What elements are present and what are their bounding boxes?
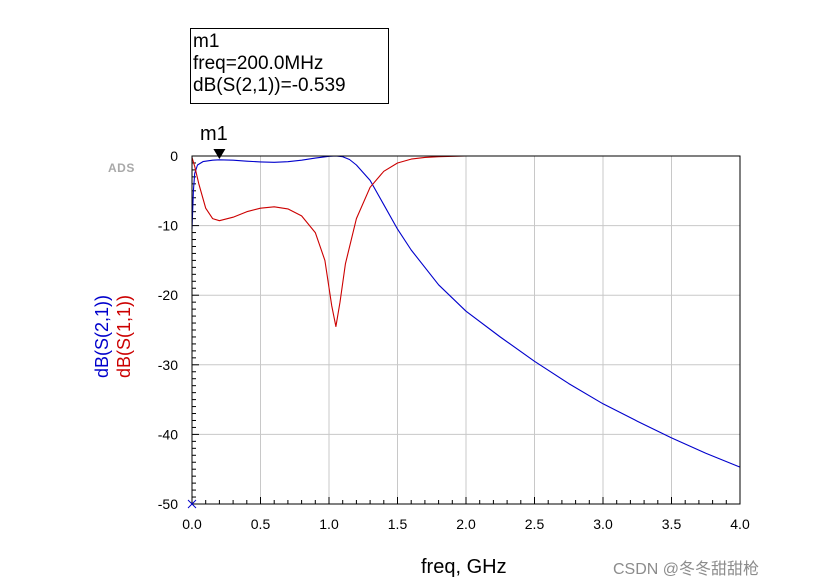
x-tick-label: 3.0 — [593, 516, 613, 532]
y-tick-label: -30 — [158, 357, 178, 373]
marker-m1 — [187, 149, 226, 509]
series-s21-line — [191, 155, 741, 468]
x-tick-label: 4.0 — [730, 516, 750, 532]
tick-labels: 0.0 0.5 1.0 1.5 2.0 2.5 3.0 3.5 4.0 0 -10 -20 -30 -40… — [158, 148, 750, 532]
marker-readout-value: dB(S(2,1))=-0.539 — [193, 75, 346, 96]
marker-readout-name: m1 — [193, 31, 220, 52]
marker-readout-box: m1 freq=200.0MHz dB(S(2,1))=-0.539 — [190, 28, 389, 104]
x-tick-label: 1.0 — [319, 516, 339, 532]
x-tick-label: 0.0 — [182, 516, 202, 532]
ads-logo: ADS — [108, 161, 135, 175]
x-tick-label: 1.5 — [388, 516, 408, 532]
x-tick-label: 2.0 — [456, 516, 476, 532]
marker-label: m1 — [200, 123, 228, 145]
watermark: CSDN @冬冬甜甜枪 — [613, 561, 760, 578]
y-axis-label-s11: dB(S(1,1)) — [114, 294, 134, 378]
y-tick-label: 0 — [170, 148, 178, 164]
y-tick-label: -20 — [158, 287, 178, 303]
x-tick-label: 0.5 — [251, 516, 271, 532]
y-tick-label: -10 — [158, 218, 178, 234]
marker-readout-freq: freq=200.0MHz — [193, 53, 324, 74]
marker-triangle — [213, 149, 226, 159]
y-tick-label: -50 — [158, 496, 178, 512]
y-tick-label: -40 — [158, 426, 178, 442]
origin-cross-b — [187, 499, 197, 509]
tick-marks — [191, 155, 741, 505]
x-tick-label: 2.5 — [525, 516, 545, 532]
x-tick-label: 3.5 — [662, 516, 682, 532]
grid — [191, 155, 741, 505]
y-axis-label-s21: dB(S(2,1)) — [92, 294, 112, 378]
x-axis-label: freq, GHz — [421, 556, 507, 578]
plot-frame — [191, 155, 741, 505]
